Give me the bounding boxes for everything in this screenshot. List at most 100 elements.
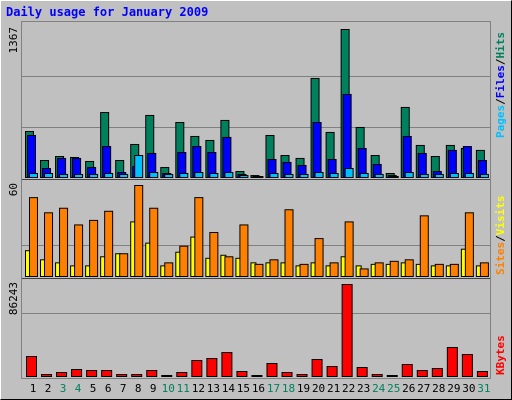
x-tick-label: 13 <box>207 382 220 395</box>
x-tick-label: 20 <box>312 382 325 395</box>
x-tick-label: 11 <box>177 382 190 395</box>
bar <box>464 172 474 178</box>
bar <box>101 370 113 377</box>
bar <box>134 185 144 277</box>
x-tick-label: 24 <box>372 382 386 395</box>
bar <box>312 122 322 178</box>
x-tick-label: 15 <box>237 382 250 395</box>
bar <box>59 173 69 179</box>
bar <box>417 152 427 179</box>
bar <box>404 172 414 178</box>
plot-frame <box>21 21 491 379</box>
y-tick-label: 86243 <box>7 282 20 315</box>
x-tick-label: 28 <box>432 382 445 395</box>
bar <box>416 370 428 377</box>
bar <box>359 268 369 277</box>
bar <box>89 173 99 179</box>
bar <box>161 375 173 378</box>
x-tick-label: 8 <box>135 382 142 395</box>
bar <box>419 215 429 277</box>
x-tick-label: 5 <box>90 382 97 395</box>
bar <box>86 370 98 377</box>
bar <box>434 263 444 278</box>
bar <box>299 173 309 179</box>
bar <box>386 375 398 378</box>
bar <box>194 197 204 277</box>
bar <box>329 172 339 178</box>
bar <box>221 352 233 377</box>
bar <box>446 346 458 377</box>
bar <box>402 135 412 179</box>
bar <box>374 173 384 179</box>
x-tick-label: 1 <box>30 382 37 395</box>
bar <box>134 155 144 178</box>
bar <box>254 176 264 179</box>
bar <box>59 207 69 277</box>
bar <box>401 363 413 377</box>
x-tick-label: 4 <box>75 382 82 395</box>
legend-entry: Files <box>494 65 507 98</box>
bar <box>74 173 84 179</box>
legend-entry: Visits <box>494 196 507 236</box>
legend-entry: KBytes <box>494 335 507 375</box>
x-tick-label: 26 <box>402 382 415 395</box>
bar <box>179 245 189 278</box>
bar <box>356 366 368 378</box>
bar <box>27 134 36 179</box>
bar <box>179 172 189 178</box>
bar <box>431 367 443 378</box>
bar <box>209 172 219 178</box>
legend-entry: Sites <box>494 242 507 275</box>
bar <box>284 209 294 277</box>
bar <box>389 260 399 278</box>
bar <box>104 210 114 278</box>
bar <box>209 232 219 277</box>
legend-separator: / <box>494 235 507 242</box>
y-tick-label: 60 <box>7 183 20 196</box>
bar <box>449 263 459 278</box>
bar <box>89 219 99 277</box>
bar <box>131 373 143 378</box>
bar <box>329 262 339 278</box>
x-tick-label: 25 <box>387 382 400 395</box>
bar <box>449 172 459 178</box>
bar <box>479 262 489 278</box>
legend-entry: Hits <box>494 32 507 59</box>
bar <box>314 172 324 178</box>
bar <box>284 173 294 179</box>
bar <box>266 362 278 378</box>
legend: Sites/Visits <box>494 196 507 276</box>
bar <box>74 224 84 277</box>
chart-title: Daily usage for January 2009 <box>6 5 208 19</box>
bar <box>404 259 414 278</box>
bar <box>44 172 54 178</box>
bar <box>314 238 324 277</box>
bar <box>71 368 83 378</box>
bar <box>191 359 203 377</box>
bar <box>269 259 279 278</box>
x-tick-label: 14 <box>222 382 236 395</box>
bar <box>102 146 112 178</box>
bar <box>164 262 174 278</box>
bar <box>296 373 308 378</box>
bar <box>176 371 188 377</box>
bar <box>236 371 248 377</box>
bar <box>371 373 383 378</box>
bar <box>462 146 472 178</box>
bar <box>419 173 429 179</box>
bar <box>359 172 369 178</box>
bar <box>281 371 293 377</box>
x-tick-label: 29 <box>447 382 460 395</box>
x-tick-label: 21 <box>327 382 340 395</box>
bar <box>434 173 444 179</box>
bar <box>254 263 264 278</box>
bar <box>146 370 158 377</box>
bar <box>461 353 473 377</box>
bar <box>479 173 489 179</box>
bar <box>164 173 174 179</box>
x-tick-label: 19 <box>297 382 310 395</box>
x-tick-label: 2 <box>45 382 52 395</box>
x-tick-label: 9 <box>150 382 157 395</box>
bar <box>269 172 279 178</box>
